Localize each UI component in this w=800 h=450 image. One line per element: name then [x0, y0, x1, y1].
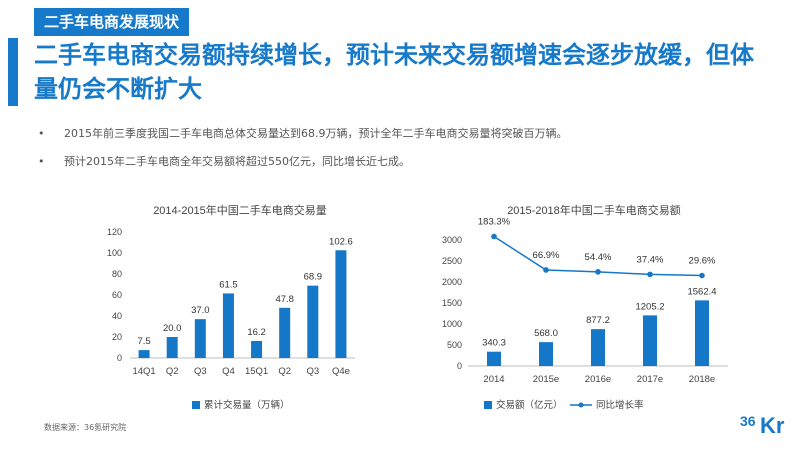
- bar: [335, 250, 347, 358]
- growth-point: [647, 271, 653, 278]
- x-tick-label: Q2: [278, 366, 291, 377]
- y-tick-label: 60: [112, 290, 122, 300]
- bar-value-label: 877.2: [586, 315, 610, 326]
- bar-value-label: 568.0: [534, 328, 558, 339]
- y-tick-label: 0: [457, 361, 462, 371]
- x-tick-label: 2015e: [533, 374, 559, 385]
- x-tick-label: Q4e: [332, 366, 350, 377]
- growth-point: [491, 233, 497, 240]
- bar-value-label: 102.6: [329, 236, 353, 247]
- y-tick-label: 120: [107, 227, 122, 237]
- x-tick-label: 2016e: [585, 374, 611, 385]
- bar-value-label: 340.3: [482, 338, 506, 349]
- bar: [539, 342, 553, 366]
- x-tick-label: 2014: [483, 374, 504, 385]
- bar: [643, 315, 657, 366]
- headline-block: 二手车电商交易额持续增长，预计未来交易额增速会逐步放缓，但体量仍会不断扩大: [8, 38, 764, 106]
- bar: [591, 329, 605, 366]
- bar-value-label: 20.0: [163, 323, 182, 334]
- bullet-list: • 2015年前三季度我国二手车电商总体交易量达到68.9万辆，预计全年二手车电…: [38, 126, 778, 182]
- legend-line-marker: [578, 402, 584, 408]
- brand-logo: 36 Kr: [740, 413, 785, 437]
- bar-value-label: 68.9: [304, 272, 323, 283]
- growth-label: 66.9%: [533, 250, 560, 261]
- bullet-dot-icon: •: [38, 127, 45, 140]
- bar-value-label: 16.2: [247, 327, 266, 338]
- growth-point: [543, 267, 549, 273]
- growth-label: 37.4%: [637, 254, 664, 265]
- x-tick-label: Q3: [194, 366, 207, 377]
- legend-swatch: [484, 401, 492, 409]
- bar: [251, 340, 263, 358]
- page-title: 二手车电商交易额持续增长，预计未来交易额增速会逐步放缓，但体量仍会不断扩大: [34, 41, 754, 103]
- bar: [307, 285, 319, 358]
- x-tick-label: Q4: [222, 366, 235, 377]
- bar: [166, 337, 178, 358]
- logo-text-kr: Kr: [760, 413, 785, 437]
- y-tick-label: 100: [107, 248, 122, 258]
- legend-label: 交易额（亿元）: [496, 399, 563, 411]
- bar-value-label: 37.0: [191, 305, 210, 316]
- bar: [138, 350, 150, 358]
- volume-bar-chart: 2014-2015年中国二手车电商交易量 0 20 40 60 80 100 120 7.5 14…: [107, 203, 355, 411]
- growth-point: [699, 272, 705, 279]
- y-tick-label: 20: [112, 332, 122, 342]
- bar-value-label: 61.5: [219, 279, 238, 290]
- legend-label: 累计交易量（万辆）: [204, 399, 290, 411]
- y-tick-label: 0: [117, 353, 122, 363]
- growth-label: 54.4%: [585, 252, 612, 263]
- section-tag: 二手车电商发展现状: [34, 8, 190, 36]
- bar-value-label: 7.5: [137, 336, 150, 347]
- legend-swatch: [192, 401, 200, 409]
- bullet-text: 2015年前三季度我国二手车电商总体交易量达到68.9万辆，预计全年二手车电商交…: [64, 127, 568, 140]
- bar: [487, 351, 501, 366]
- y-tick-label: 2500: [442, 256, 462, 266]
- x-tick-label: 14Q1: [132, 366, 155, 377]
- y-tick-label: 500: [447, 340, 462, 350]
- bullet-item: • 2015年前三季度我国二手车电商总体交易量达到68.9万辆，预计全年二手车电…: [38, 126, 778, 142]
- x-tick-label: 15Q1: [245, 366, 268, 377]
- bullet-dot-icon: •: [38, 155, 45, 168]
- revenue-combo-chart: 2015-2018年中国二手车电商交易额 0 500 1000 1500 2000 2500…: [442, 203, 728, 411]
- bullet-item: • 预计2015年二手车电商全年交易额将超过550亿元，同比增长近七成。: [38, 154, 778, 170]
- growth-point: [595, 269, 601, 275]
- y-tick-label: 1500: [442, 298, 462, 308]
- growth-label: 29.6%: [689, 256, 716, 267]
- y-tick-label: 2000: [442, 277, 462, 287]
- chart-title: 2014-2015年中国二手车电商交易量: [153, 203, 327, 217]
- data-source-note: 数据来源：36氪研究院: [44, 423, 127, 432]
- x-tick-label: Q3: [306, 366, 319, 377]
- x-tick-label: 2017e: [637, 374, 663, 385]
- logo-text-36: 36: [740, 413, 756, 429]
- bar: [222, 293, 234, 358]
- bar: [194, 319, 206, 358]
- bar: [279, 307, 291, 358]
- growth-label: 183.3%: [478, 217, 511, 228]
- y-tick-label: 80: [112, 269, 122, 279]
- y-tick-label: 1000: [442, 319, 462, 329]
- bar: [695, 300, 709, 366]
- y-tick-label: 40: [112, 311, 122, 321]
- bar-value-label: 1562.4: [687, 286, 716, 297]
- x-tick-label: 2018e: [689, 374, 715, 385]
- bar-value-label: 47.8: [275, 294, 294, 305]
- y-tick-label: 3000: [442, 235, 462, 245]
- headline-accent-bar: [8, 38, 18, 106]
- bar-value-label: 1205.2: [635, 301, 664, 312]
- bullet-text: 预计2015年二手车电商全年交易额将超过550亿元，同比增长近七成。: [64, 155, 410, 168]
- legend-label: 同比增长率: [596, 399, 644, 411]
- x-tick-label: Q2: [166, 366, 179, 377]
- chart-title: 2015-2018年中国二手车电商交易额: [507, 203, 681, 217]
